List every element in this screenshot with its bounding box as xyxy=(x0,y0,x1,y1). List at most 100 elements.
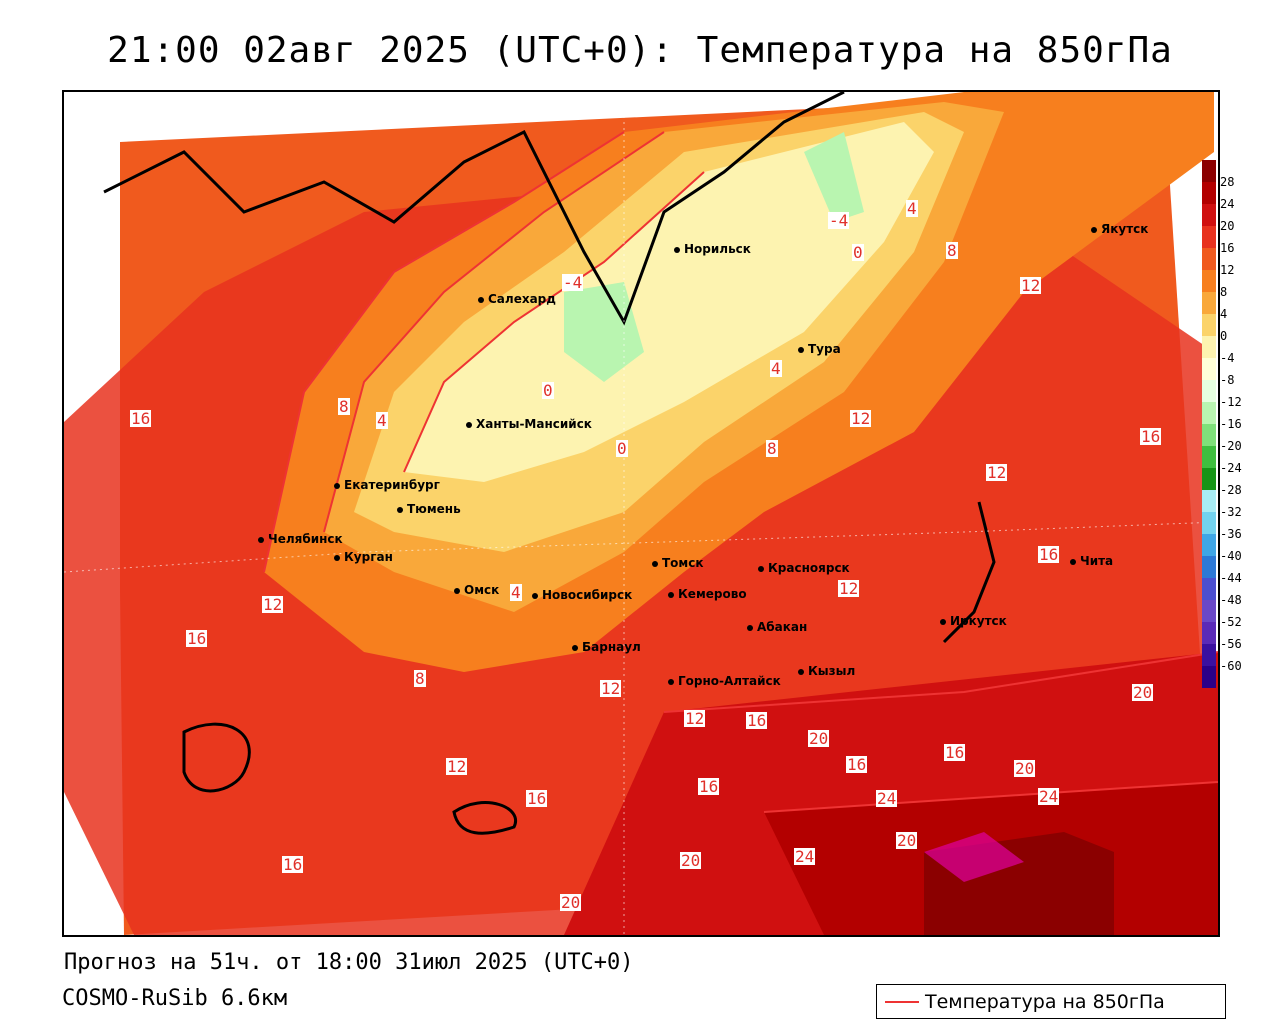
colorbar-segment xyxy=(1202,468,1216,490)
city-omsk: Омск xyxy=(454,583,499,597)
colorbar-segment xyxy=(1202,402,1216,424)
contour-label: 4 xyxy=(510,583,522,602)
coastline xyxy=(103,92,845,326)
colorbar-segment xyxy=(1202,204,1216,226)
colorbar-tick: 20 xyxy=(1220,219,1235,233)
city-tura: Тура xyxy=(798,342,841,356)
graticule xyxy=(64,521,1218,573)
legend-label: Температура на 850гПа xyxy=(925,991,1165,1013)
contour-label: 8 xyxy=(414,669,426,688)
city-kurgan: Курган xyxy=(334,550,393,564)
contour-label: 20 xyxy=(1014,759,1036,778)
lake-baikal xyxy=(942,501,996,644)
map-canvas xyxy=(64,92,1218,935)
colorbar-segment xyxy=(1202,644,1216,666)
colorbar-segment xyxy=(1202,248,1216,270)
temperature-colorbar: 28 24 20 16 12 8 4 0 -4 -8 -12 -16 -20 -24 -28 -32 -36 -4… xyxy=(1202,160,1242,688)
colorbar-tick: -16 xyxy=(1220,417,1242,431)
contour-label: 0 xyxy=(616,439,628,458)
colorbar-segment xyxy=(1202,578,1216,600)
contour-label: 12 xyxy=(446,757,468,776)
colorbar-segment xyxy=(1202,292,1216,314)
contour-label: 12 xyxy=(850,409,872,428)
colorbar-segment xyxy=(1202,358,1216,380)
colorbar-segment xyxy=(1202,160,1216,182)
contour-label: 12 xyxy=(838,579,860,598)
forecast-info: Прогноз на 51ч. от 18:00 31июл 2025 (UTC… xyxy=(64,950,634,975)
legend-line-swatch xyxy=(885,1001,919,1003)
colorbar-tick: 0 xyxy=(1220,329,1228,343)
contour-label: 20 xyxy=(560,893,582,912)
city-tyumen: Тюмень xyxy=(397,502,461,516)
isotherm-16 xyxy=(663,651,1218,713)
city-chelyabinsk: Челябинск xyxy=(258,532,343,546)
contour-label: 16 xyxy=(698,777,720,796)
colorbar-segment xyxy=(1202,336,1216,358)
colorbar-segment xyxy=(1202,446,1216,468)
city-novosibirsk: Новосибирск xyxy=(532,588,632,602)
isotherm-8 xyxy=(263,131,625,573)
colorbar-segment xyxy=(1202,666,1216,688)
contour-label: 20 xyxy=(808,729,830,748)
contour-label: 8 xyxy=(946,241,958,260)
colorbar-tick: -48 xyxy=(1220,593,1242,607)
colorbar-segment xyxy=(1202,314,1216,336)
colorbar-tick: -12 xyxy=(1220,395,1242,409)
colorbar-segment xyxy=(1202,380,1216,402)
colorbar-segment xyxy=(1202,182,1216,204)
contour-label: 12 xyxy=(600,679,622,698)
colorbar-tick: 8 xyxy=(1220,285,1228,299)
colorbar-tick: -8 xyxy=(1220,373,1235,387)
colorbar-tick: 12 xyxy=(1220,263,1235,277)
colorbar-tick: 28 xyxy=(1220,175,1235,189)
contour-label: 4 xyxy=(376,411,388,430)
colorbar-segment xyxy=(1202,424,1216,446)
isotherm-0 xyxy=(403,171,705,473)
model-name: COSMO-RuSib 6.6км xyxy=(62,986,288,1011)
city-tomsk: Томск xyxy=(652,556,704,570)
colorbar-tick: -24 xyxy=(1220,461,1242,475)
city-gorno-altaysk: Горно-Алтайск xyxy=(668,674,781,688)
contour-label: 16 xyxy=(846,755,868,774)
contour-label: 16 xyxy=(944,743,966,762)
colorbar-tick: -32 xyxy=(1220,505,1242,519)
contour-label: 20 xyxy=(896,831,918,850)
colorbar-segment xyxy=(1202,270,1216,292)
contour-label: 12 xyxy=(1020,276,1042,295)
contour-label: 24 xyxy=(794,847,816,866)
aral-sea xyxy=(452,801,518,835)
city-krasnoyarsk: Красноярск xyxy=(758,561,850,575)
contour-label: 20 xyxy=(1132,683,1154,702)
contour-label: 0 xyxy=(852,243,864,262)
contour-label: 4 xyxy=(906,199,918,218)
colorbar-tick: -40 xyxy=(1220,549,1242,563)
contour-label: 16 xyxy=(282,855,304,874)
colorbar-tick: -20 xyxy=(1220,439,1242,453)
region-minus4-0 xyxy=(404,122,934,482)
contour-label: 8 xyxy=(766,439,778,458)
colorbar-segment xyxy=(1202,556,1216,578)
contour-label: 16 xyxy=(1038,545,1060,564)
city-salekhard: Салехард xyxy=(478,292,556,306)
city-abakan: Абакан xyxy=(747,620,807,634)
contour-label: 24 xyxy=(1038,787,1060,806)
contour-label: -4 xyxy=(828,211,850,230)
colorbar-tick: 4 xyxy=(1220,307,1228,321)
colorbar-segment xyxy=(1202,512,1216,534)
contour-label: -4 xyxy=(562,273,584,292)
hot-spot xyxy=(924,832,1024,882)
contour-label: 8 xyxy=(338,397,350,416)
colorbar-tick: -4 xyxy=(1220,351,1235,365)
city-kemerovo: Кемерово xyxy=(668,587,747,601)
colorbar-segment xyxy=(1202,534,1216,556)
contour-label: 16 xyxy=(1140,427,1162,446)
colorbar-segment xyxy=(1202,226,1216,248)
colorbar-segment xyxy=(1202,622,1216,644)
city-khanty-mansiysk: Ханты-Мансийск xyxy=(466,417,592,431)
colorbar-tick: -36 xyxy=(1220,527,1242,541)
contour-label: 12 xyxy=(684,709,706,728)
city-kyzyl: Кызыл xyxy=(798,664,855,678)
colorbar-tick: -56 xyxy=(1220,637,1242,651)
city-yakutsk: Якутск xyxy=(1091,222,1148,236)
colorbar-tick: 16 xyxy=(1220,241,1235,255)
